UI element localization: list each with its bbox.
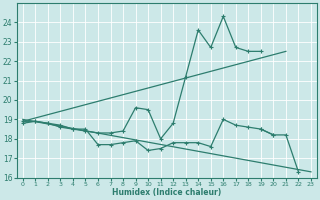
X-axis label: Humidex (Indice chaleur): Humidex (Indice chaleur)	[112, 188, 221, 197]
